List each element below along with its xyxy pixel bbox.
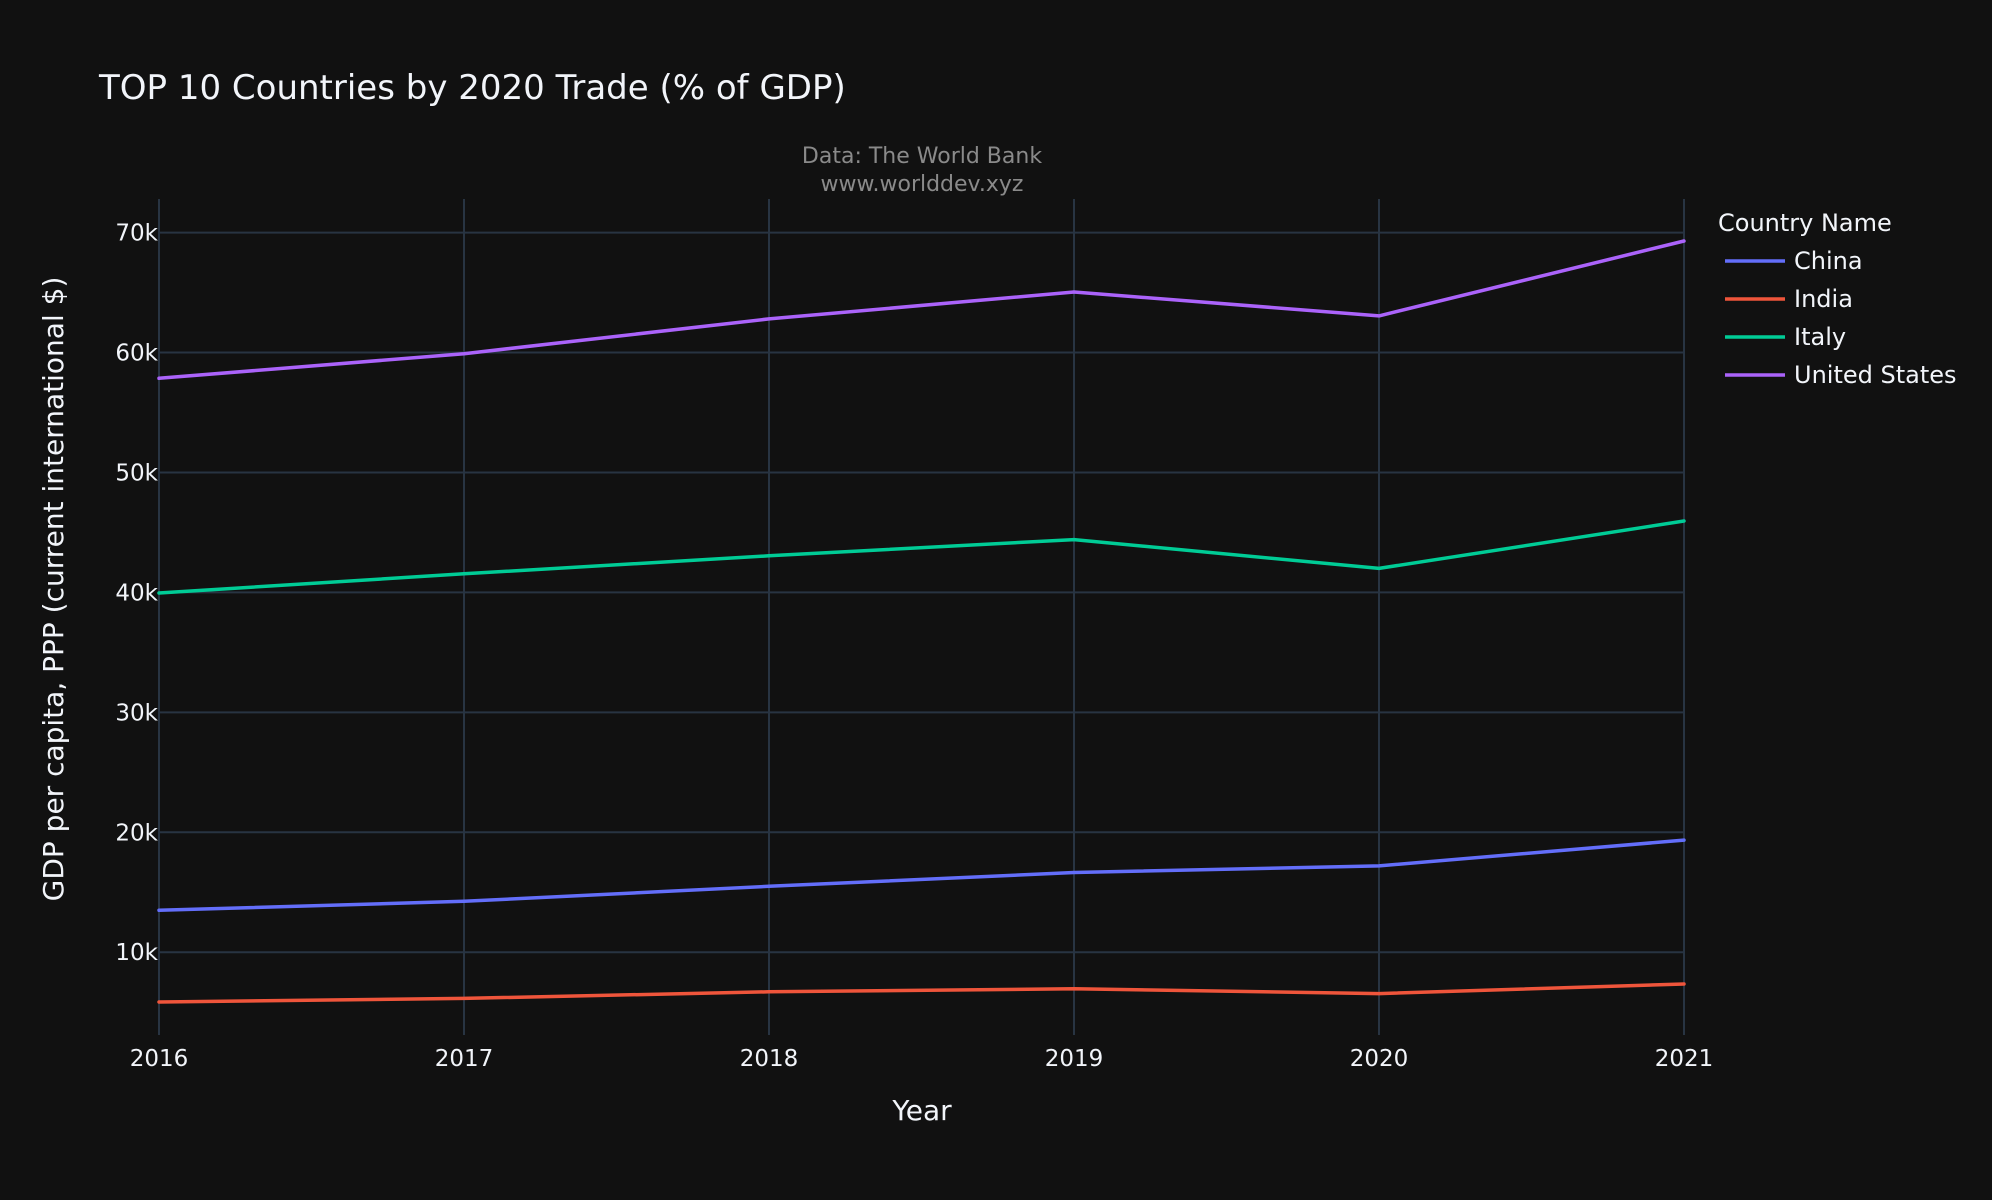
series-line-italy[interactable] — [157, 519, 1686, 595]
x-tick-label: 2016 — [130, 1046, 189, 1072]
legend-label: Italy — [1794, 323, 1846, 351]
y-tick-label: 60k — [115, 341, 158, 367]
y-tick-label: 50k — [115, 460, 158, 486]
y-tick-label: 70k — [115, 221, 158, 247]
legend-item-india[interactable]: India — [1725, 285, 1853, 313]
series-line-united-states[interactable] — [157, 239, 1686, 381]
chart-title: TOP 10 Countries by 2020 Trade (% of GDP… — [98, 68, 846, 108]
legend[interactable]: China India Italy United States — [1725, 247, 1957, 389]
x-tick-label: 2018 — [740, 1046, 799, 1072]
x-axis-title: Year — [891, 1094, 952, 1127]
series-line-china[interactable] — [157, 838, 1686, 913]
x-tick-label: 2019 — [1045, 1046, 1104, 1072]
legend-label: India — [1794, 285, 1853, 313]
series-line-india[interactable] — [157, 982, 1686, 1004]
source-note-line-2: www.worlddev.xyz — [821, 172, 1024, 197]
x-tick-label: 2020 — [1350, 1046, 1409, 1072]
legend-label: United States — [1794, 361, 1957, 389]
y-tick-label: 10k — [115, 940, 158, 966]
x-axis-ticks: 2016 2017 2018 2019 2020 2021 — [130, 1046, 1714, 1072]
y-tick-label: 20k — [115, 820, 158, 846]
y-axis-ticks: 10k 20k 30k 40k 50k 60k 70k — [115, 221, 158, 967]
y-tick-label: 40k — [115, 580, 158, 606]
plot-lines — [157, 239, 1686, 1004]
source-note-line-1: Data: The World Bank — [802, 144, 1042, 169]
legend-item-china[interactable]: China — [1725, 247, 1863, 275]
legend-title: Country Name — [1718, 209, 1892, 237]
legend-item-united-states[interactable]: United States — [1725, 361, 1957, 389]
x-tick-label: 2021 — [1655, 1046, 1714, 1072]
x-tick-label: 2017 — [435, 1046, 494, 1072]
y-gridlines — [159, 231, 1684, 954]
x-gridlines — [158, 199, 1685, 1035]
legend-label: China — [1794, 247, 1863, 275]
y-tick-label: 30k — [115, 700, 158, 726]
y-axis-title: GDP per capita, PPP (current internation… — [37, 277, 70, 902]
legend-item-italy[interactable]: Italy — [1725, 323, 1846, 351]
